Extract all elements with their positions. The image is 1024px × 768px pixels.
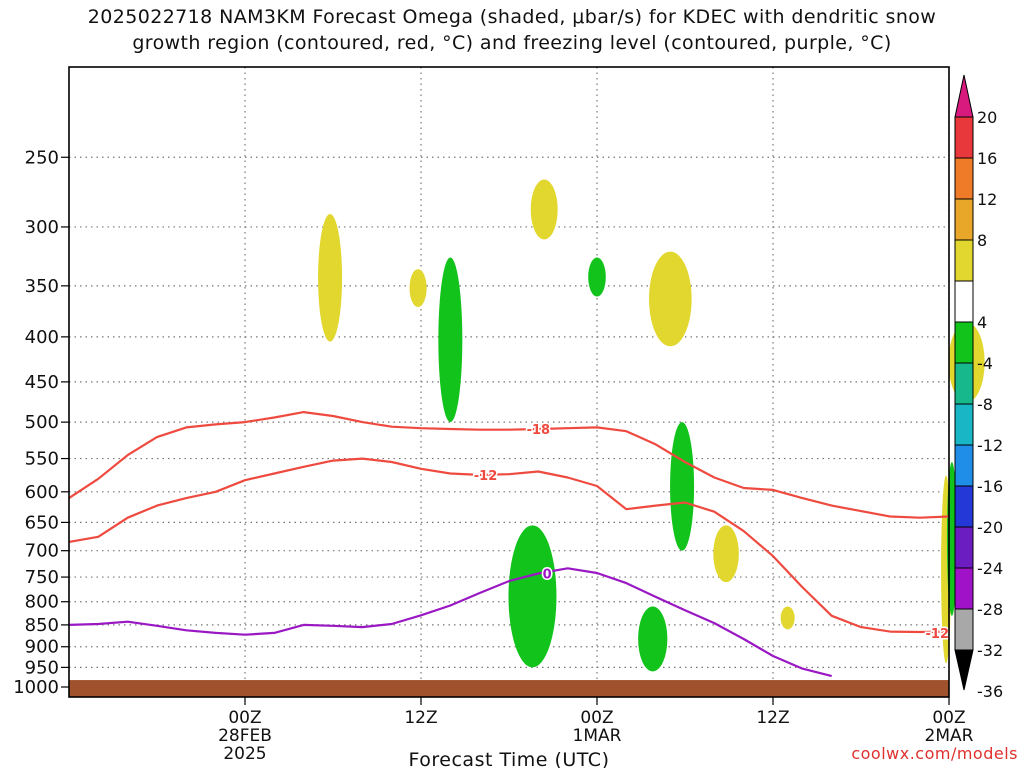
- y-tick-label: 700: [25, 541, 59, 562]
- y-tick-label: 450: [25, 372, 59, 393]
- colorbar-label: -4: [977, 354, 993, 373]
- terrain-fill: [69, 680, 949, 697]
- omega-region: [670, 422, 695, 551]
- omega-region: [588, 257, 606, 297]
- contour-lines: -18 -12 -12 0: [68, 411, 951, 678]
- x-tick-label: 1MAR: [573, 726, 622, 746]
- colorbar-label: 4: [977, 313, 987, 332]
- colorbar-bin: [954, 444, 974, 487]
- omega-region: [713, 525, 739, 583]
- colorbar-label: 12: [977, 190, 997, 209]
- colorbar-bin: [954, 157, 974, 200]
- contour-label: -12: [926, 627, 950, 642]
- colorbar-label: -32: [977, 641, 1003, 660]
- x-tick-label: 12Z: [404, 708, 437, 728]
- contour-label: 0: [543, 567, 552, 582]
- colorbar-bin: [954, 403, 974, 446]
- contour-line: [68, 411, 950, 519]
- x-tick-label: 12Z: [756, 708, 789, 728]
- x-tick-label: 00Z: [580, 708, 613, 728]
- y-axis: 2503003504004505005506006507007508008509…: [13, 147, 69, 698]
- x-tick-label: 2MAR: [925, 726, 974, 746]
- colorbar-label: -28: [977, 600, 1003, 619]
- y-tick-label: 500: [25, 412, 59, 433]
- colorbar-bin: [954, 526, 974, 569]
- colorbar-bin: [954, 567, 974, 610]
- colorbar-bin: [954, 321, 974, 364]
- colorbar-label: -16: [977, 477, 1003, 496]
- colorbar-bin: [954, 280, 974, 323]
- y-tick-label: 950: [25, 657, 59, 678]
- colorbar-high-arrow: [954, 74, 974, 118]
- colorbar-label: -8: [977, 395, 993, 414]
- contour-label: -18: [527, 423, 551, 438]
- colorbar-low-arrow: [954, 649, 974, 691]
- colorbar-label: 8: [977, 231, 987, 250]
- contour-line: [68, 457, 950, 634]
- omega-region: [508, 525, 557, 668]
- colorbar: 20 16 12 8 4 -4 -8 -12 -16 -20 -24 -28 -32 -36: [954, 74, 1003, 701]
- omega-region: [438, 257, 463, 423]
- source-watermark: coolwx.com/models: [851, 744, 1018, 763]
- y-tick-label: 850: [25, 615, 59, 636]
- y-tick-label: 1000: [13, 677, 59, 698]
- y-tick-label: 400: [25, 327, 59, 348]
- contour-line: [68, 567, 832, 678]
- omega-region: [649, 251, 692, 347]
- colorbar-label: -12: [977, 436, 1003, 455]
- y-tick-label: 650: [25, 512, 59, 533]
- colorbar-bin: [954, 362, 974, 405]
- colorbar-bin: [954, 485, 974, 528]
- x-axis-label: Forecast Time (UTC): [409, 749, 610, 768]
- y-tick-label: 750: [25, 567, 59, 588]
- y-tick-label: 250: [25, 147, 59, 168]
- y-tick-label: 550: [25, 449, 59, 470]
- x-tick-label: 28FEB: [218, 726, 272, 746]
- x-tick-label: 00Z: [932, 708, 965, 728]
- x-tick-label: 2025: [223, 744, 266, 764]
- colorbar-label: -36: [977, 682, 1003, 701]
- y-tick-label: 350: [25, 276, 59, 297]
- omega-region: [638, 606, 668, 672]
- colorbar-bin: [954, 198, 974, 241]
- colorbar-bin: [954, 116, 974, 159]
- y-tick-label: 300: [25, 217, 59, 238]
- chart-title-line-2: growth region (contoured, red, °C) and f…: [132, 32, 892, 54]
- omega-region: [409, 269, 427, 308]
- colorbar-bin: [954, 239, 974, 282]
- colorbar-bin: [954, 608, 974, 651]
- omega-region: [530, 179, 558, 240]
- contour-label: -12: [474, 469, 498, 484]
- y-tick-label: 800: [25, 592, 59, 613]
- colorbar-label: 20: [977, 108, 997, 127]
- colorbar-label: -24: [977, 559, 1003, 578]
- omega-region: [780, 606, 795, 630]
- colorbar-label: -20: [977, 518, 1003, 537]
- colorbar-label: 16: [977, 149, 997, 168]
- y-tick-label: 900: [25, 637, 59, 658]
- omega-region: [318, 213, 343, 342]
- y-tick-label: 600: [25, 482, 59, 503]
- x-tick-label: 00Z: [228, 708, 261, 728]
- chart-title-line-1: 2025022718 NAM3KM Forecast Omega (shaded…: [87, 6, 937, 28]
- terrain: [69, 680, 949, 697]
